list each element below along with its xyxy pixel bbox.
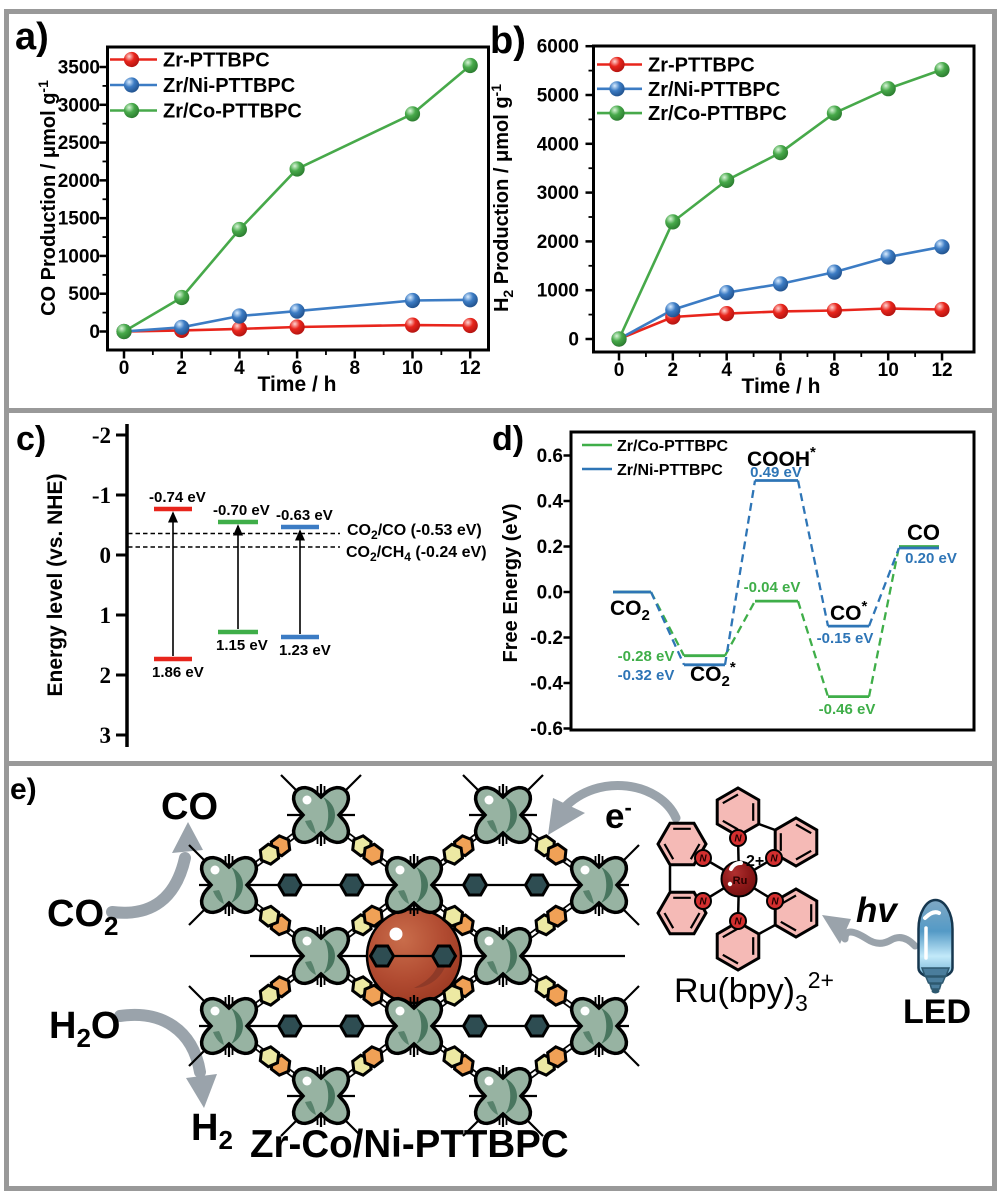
svg-text:2: 2 (668, 360, 679, 381)
svg-text:-0.04 eV: -0.04 eV (744, 579, 801, 596)
svg-text:CO: CO (161, 786, 218, 828)
svg-text:CO2: CO2 (47, 893, 118, 941)
svg-text:1500: 1500 (58, 209, 100, 230)
svg-text:COOH*: COOH* (747, 444, 816, 471)
svg-text:-0.70 eV: -0.70 eV (213, 502, 270, 519)
svg-text:Ru(bpy)32+: Ru(bpy)32+ (674, 967, 834, 1016)
svg-text:Zr-PTTBPC: Zr-PTTBPC (648, 55, 755, 77)
svg-text:0.2: 0.2 (537, 537, 563, 558)
svg-text:Zr/Co-PTTBPC: Zr/Co-PTTBPC (163, 101, 302, 123)
svg-text:CO Production / μmol g-1: CO Production / μmol g-1 (35, 80, 60, 316)
svg-text:0.49 eV: 0.49 eV (750, 464, 802, 481)
svg-text:Free Energy (eV): Free Energy (eV) (500, 504, 522, 663)
svg-text:1000: 1000 (537, 281, 579, 302)
svg-text:8: 8 (350, 358, 361, 379)
svg-text:6000: 6000 (537, 37, 579, 58)
svg-text:CO: CO (907, 520, 940, 545)
svg-text:-1: -1 (92, 483, 111, 508)
svg-text:-0.4: -0.4 (530, 674, 563, 695)
svg-text:0: 0 (614, 360, 625, 381)
svg-text:-0.63 eV: -0.63 eV (276, 507, 333, 524)
svg-text:d): d) (492, 420, 524, 458)
svg-text:Zr/Co-PTTBPC: Zr/Co-PTTBPC (648, 103, 787, 125)
svg-text:0.4: 0.4 (537, 492, 564, 513)
svg-text:N: N (770, 854, 778, 865)
svg-text:-0.2: -0.2 (530, 628, 563, 649)
svg-text:1.86 eV: 1.86 eV (152, 664, 204, 681)
svg-text:Time / h: Time / h (258, 373, 337, 396)
svg-text:Zr/Ni-PTTBPC: Zr/Ni-PTTBPC (617, 462, 723, 479)
svg-text:-2: -2 (92, 423, 111, 448)
svg-text:2000: 2000 (537, 232, 579, 253)
svg-text:4000: 4000 (537, 134, 579, 155)
svg-text:2000: 2000 (58, 171, 100, 192)
svg-text:b): b) (490, 20, 526, 62)
svg-text:2: 2 (176, 358, 187, 379)
svg-text:3500: 3500 (58, 58, 100, 79)
svg-text:e): e) (10, 773, 37, 806)
svg-text:N: N (699, 897, 707, 908)
svg-text:10: 10 (878, 360, 899, 381)
svg-text:0: 0 (100, 543, 112, 568)
svg-text:e-: e- (605, 795, 632, 836)
svg-text:2: 2 (100, 663, 112, 688)
svg-text:Zr-PTTBPC: Zr-PTTBPC (163, 50, 270, 72)
svg-text:Ru: Ru (733, 875, 748, 887)
svg-text:5000: 5000 (537, 86, 579, 107)
svg-text:CO2/CH4 (-0.24 eV): CO2/CH4 (-0.24 eV) (346, 544, 487, 564)
svg-text:2+: 2+ (746, 853, 764, 870)
svg-text:-0.46 eV: -0.46 eV (819, 701, 876, 718)
svg-text:CO*: CO* (830, 598, 868, 625)
svg-text:3000: 3000 (537, 183, 579, 204)
svg-text:N: N (771, 897, 779, 908)
svg-text:H2 Production / μmol g-1: H2 Production / μmol g-1 (488, 84, 516, 312)
svg-text:CO2*: CO2* (690, 659, 736, 690)
svg-text:0: 0 (568, 330, 579, 351)
svg-text:CO2/CO (-0.53 eV): CO2/CO (-0.53 eV) (347, 522, 482, 542)
svg-text:Time / h: Time / h (742, 375, 821, 398)
svg-text:-0.6: -0.6 (530, 719, 563, 740)
svg-text:-0.74 eV: -0.74 eV (149, 489, 206, 506)
svg-text:Zr/Ni-PTTBPC: Zr/Ni-PTTBPC (163, 75, 295, 97)
svg-text:H2: H2 (191, 1107, 233, 1155)
svg-text:10: 10 (402, 358, 423, 379)
svg-text:H2O: H2O (49, 1005, 120, 1053)
svg-text:1.15 eV: 1.15 eV (216, 637, 268, 654)
svg-text:Energy level (vs. NHE): Energy level (vs. NHE) (44, 474, 67, 697)
svg-text:6: 6 (292, 358, 303, 379)
svg-text:Zr/Ni-PTTBPC: Zr/Ni-PTTBPC (648, 79, 780, 101)
svg-text:500: 500 (68, 284, 100, 305)
svg-text:Zr/Co-PTTBPC: Zr/Co-PTTBPC (617, 438, 729, 455)
svg-text:12: 12 (931, 360, 952, 381)
svg-text:4: 4 (234, 358, 245, 379)
svg-text:0: 0 (119, 358, 130, 379)
svg-text:1.23 eV: 1.23 eV (279, 642, 331, 659)
svg-text:a): a) (15, 16, 49, 58)
svg-text:12: 12 (460, 358, 481, 379)
svg-text:2500: 2500 (58, 133, 100, 154)
svg-text:6: 6 (775, 360, 786, 381)
svg-text:-0.28 eV: -0.28 eV (618, 648, 675, 665)
svg-text:CO2: CO2 (610, 597, 650, 624)
svg-text:LED: LED (903, 993, 971, 1031)
svg-text:1: 1 (100, 603, 112, 628)
svg-text:N: N (699, 854, 707, 865)
svg-text:3: 3 (100, 723, 112, 748)
svg-text:0.20 eV: 0.20 eV (905, 550, 957, 567)
svg-text:-0.15 eV: -0.15 eV (817, 630, 874, 647)
svg-text:N: N (734, 917, 742, 928)
svg-text:hv: hv (856, 891, 899, 930)
svg-text:Zr-Co/Ni-PTTBPC: Zr-Co/Ni-PTTBPC (250, 1123, 569, 1166)
svg-text:0.6: 0.6 (537, 446, 563, 467)
svg-text:-0.32 eV: -0.32 eV (618, 667, 675, 684)
svg-text:0: 0 (89, 322, 100, 343)
svg-text:1000: 1000 (58, 246, 100, 267)
svg-text:0.0: 0.0 (537, 583, 563, 604)
svg-text:3000: 3000 (58, 95, 100, 116)
svg-text:N: N (734, 834, 742, 845)
svg-text:4: 4 (721, 360, 732, 381)
svg-text:8: 8 (829, 360, 840, 381)
svg-text:c): c) (16, 420, 46, 458)
